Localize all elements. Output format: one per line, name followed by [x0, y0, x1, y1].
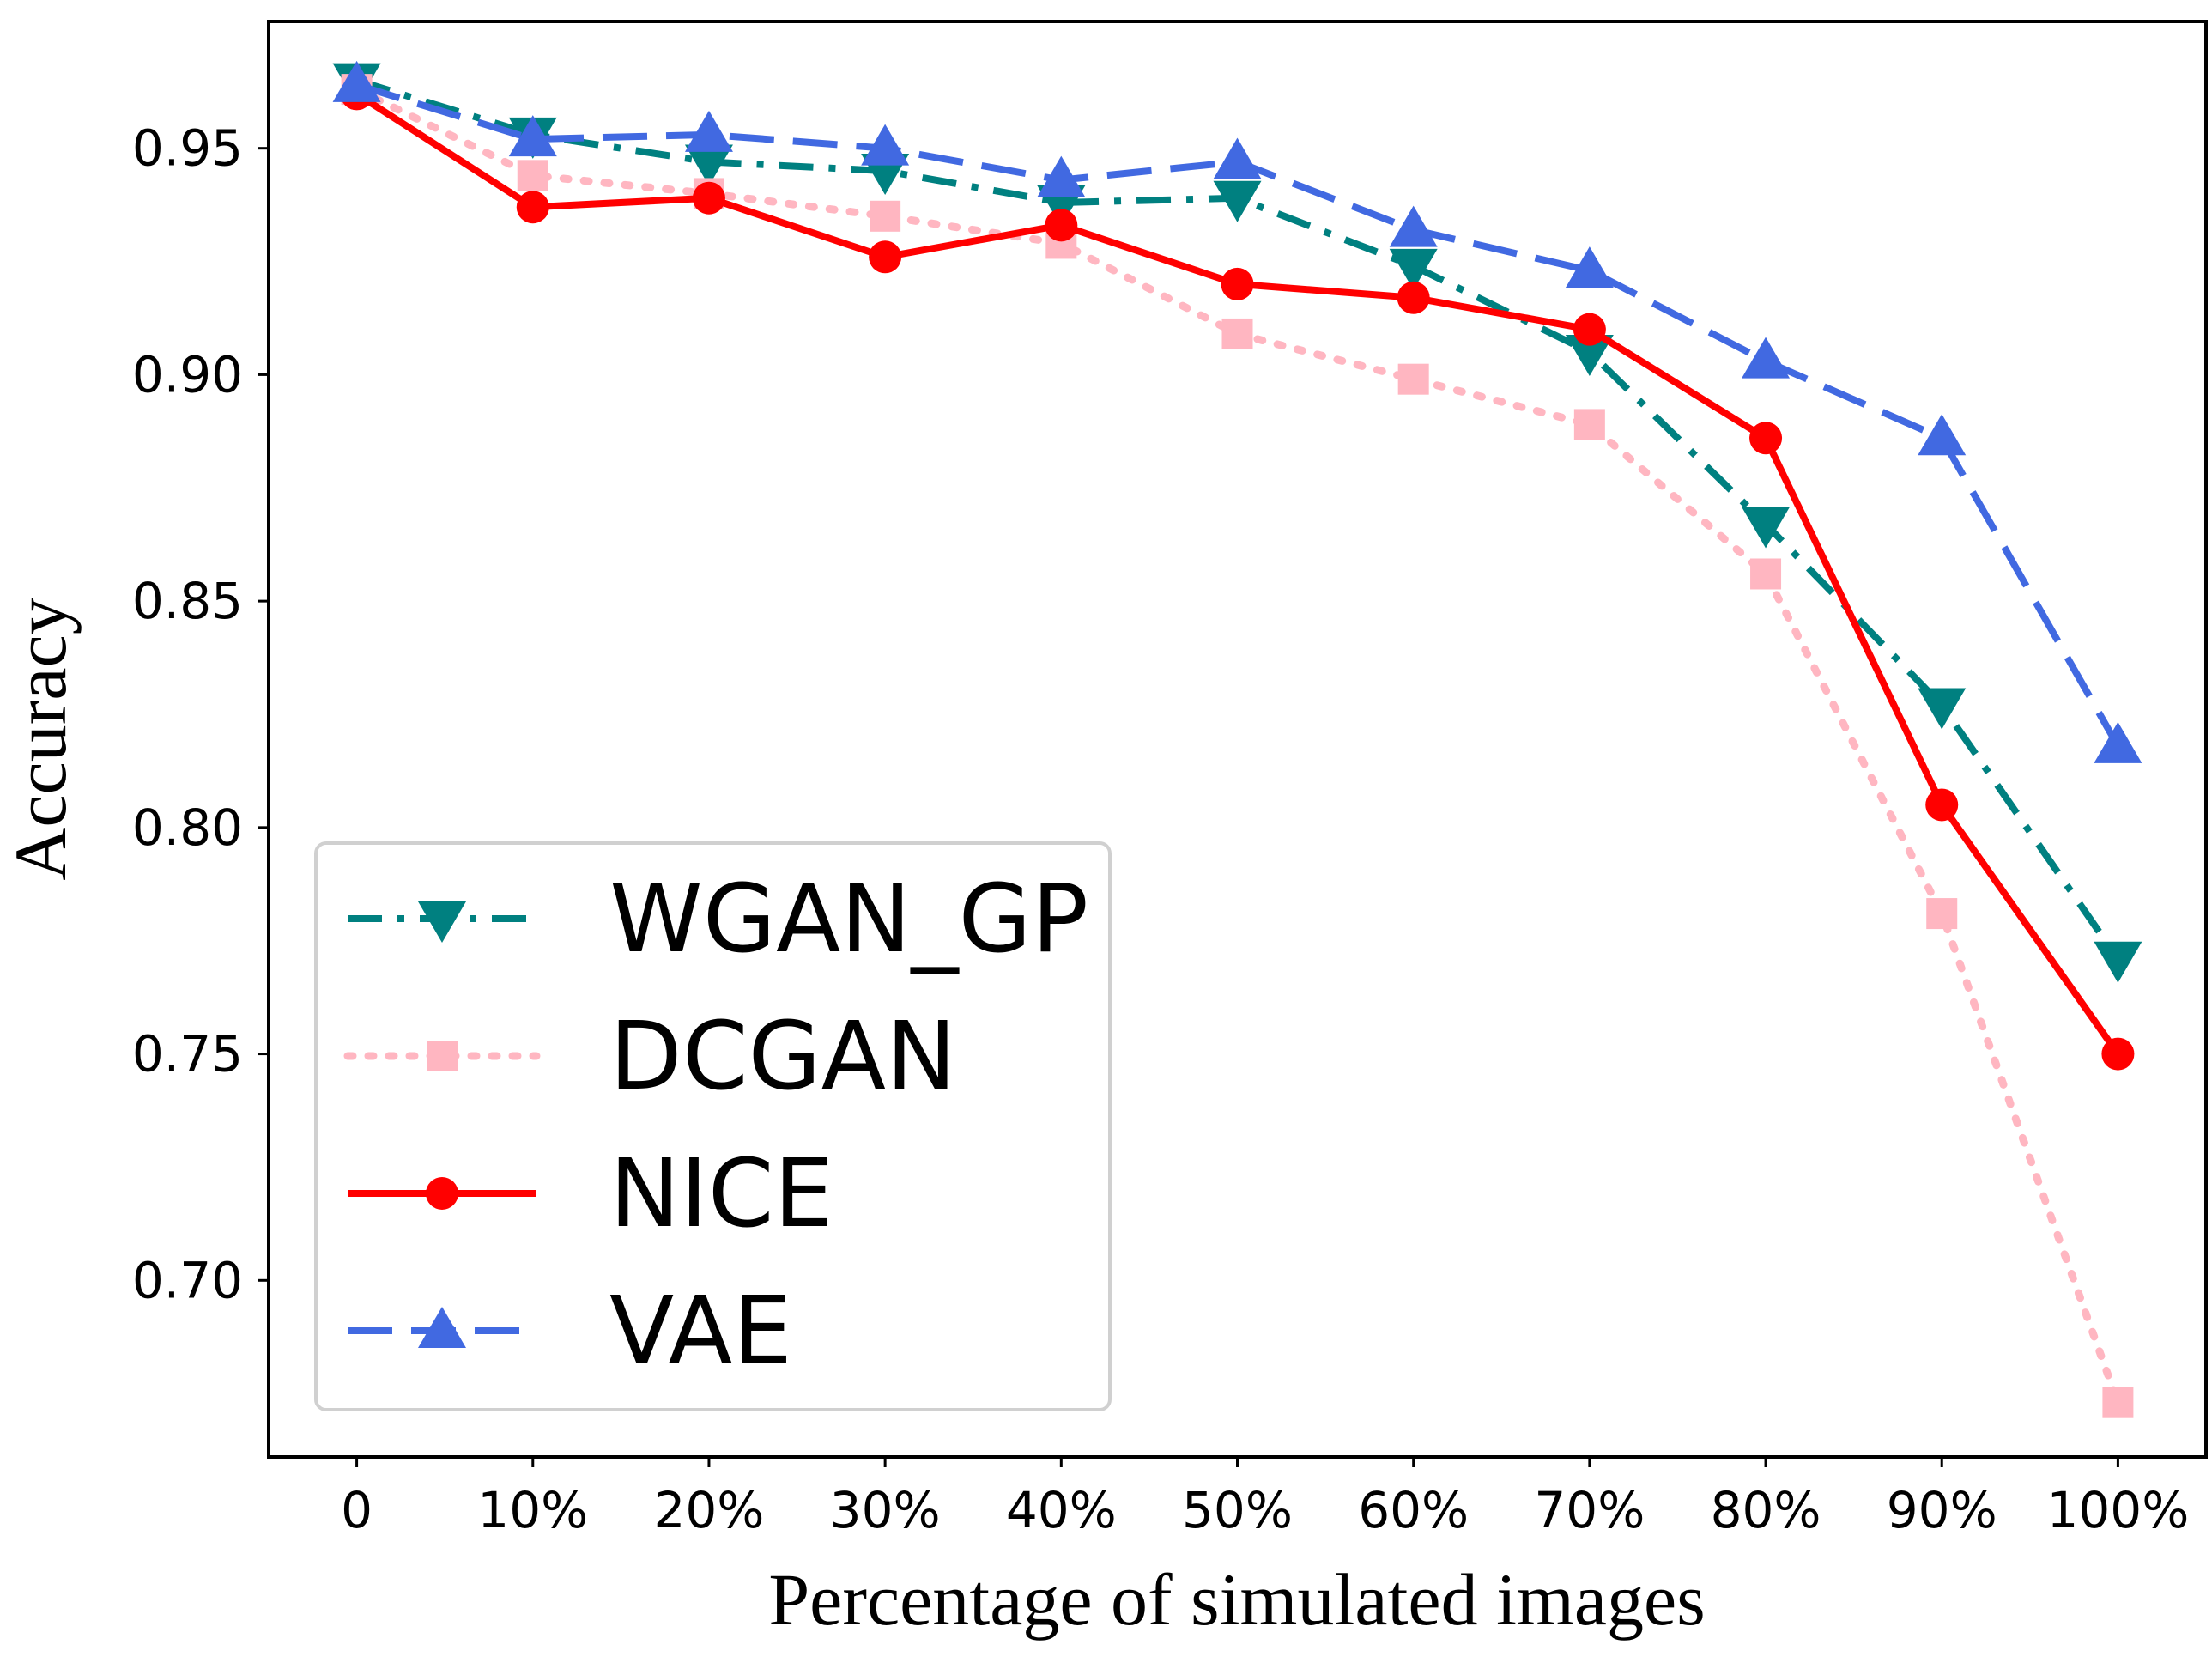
x-tick-label: 100% — [2046, 1481, 2189, 1539]
data-point-wgan-gp-2 — [684, 144, 733, 186]
legend-entry-nice: NICE — [348, 1138, 833, 1248]
y-tick-label: 0.70 — [132, 1251, 243, 1309]
data-point-nice-3 — [869, 240, 902, 274]
legend-label-wgan-gp: WGAN_GP — [609, 864, 1088, 974]
legend-marker-nice — [426, 1177, 458, 1210]
data-point-nice-4 — [1045, 209, 1078, 242]
series-vae — [332, 60, 2142, 763]
data-point-nice-10 — [2101, 1037, 2135, 1071]
data-point-nice-7 — [1573, 313, 1606, 346]
x-tick-label: 60% — [1358, 1481, 1469, 1539]
axes-layer: 0 10% 20% 30% 40% 50% 60% 70% 80% 90% 100% 0.70 0.75… — [132, 119, 2189, 1539]
legend-entries: WGAN_GP DCGAN NICE VAE — [343, 864, 1088, 1386]
y-tick-label: 0.75 — [132, 1025, 243, 1083]
data-point-vae-1 — [508, 115, 557, 157]
y-tick-label: 0.95 — [132, 119, 243, 178]
data-point-wgan-gp-9 — [1918, 688, 1967, 730]
y-tick-label: 0.90 — [132, 345, 243, 404]
x-tick-label: 90% — [1887, 1481, 1997, 1539]
data-point-dcgan-3 — [870, 200, 901, 232]
legend-label-nice: NICE — [609, 1138, 833, 1248]
y-tick-label: 0.80 — [132, 798, 243, 857]
data-point-vae-10 — [2094, 721, 2142, 763]
data-point-wgan-gp-8 — [1742, 507, 1791, 549]
data-point-dcgan-9 — [1926, 898, 1958, 930]
data-point-dcgan-10 — [2102, 1387, 2134, 1418]
data-point-vae-4 — [1037, 155, 1086, 197]
data-point-vae-6 — [1389, 205, 1438, 247]
data-point-vae-2 — [684, 110, 733, 152]
data-point-wgan-gp-10 — [2094, 941, 2142, 983]
data-point-nice-6 — [1397, 281, 1430, 314]
x-tick-label: 40% — [1006, 1481, 1117, 1539]
data-point-dcgan-1 — [517, 160, 548, 191]
data-point-vae-5 — [1213, 137, 1262, 179]
data-point-nice-2 — [692, 181, 725, 215]
x-tick-label: 30% — [830, 1481, 941, 1539]
series-layer — [332, 60, 2142, 1418]
y-axis-title: Accuracy — [0, 598, 82, 880]
legend-marker-vae — [418, 1307, 466, 1348]
legend-marker-wgan-gp — [418, 901, 466, 943]
data-point-vae-9 — [1918, 414, 1967, 456]
data-point-nice-9 — [1925, 788, 1959, 822]
data-point-nice-8 — [1749, 422, 1783, 455]
legend-label-vae: VAE — [609, 1276, 792, 1386]
legend-frame — [314, 841, 1112, 1411]
data-point-vae-8 — [1742, 337, 1791, 379]
x-tick-label: 10% — [477, 1481, 588, 1539]
x-tick-label: 50% — [1182, 1481, 1293, 1539]
legend-entry-dcgan: DCGAN — [343, 1001, 956, 1111]
x-tick-label: 20% — [653, 1481, 764, 1539]
data-point-dcgan-5 — [1221, 318, 1253, 349]
data-point-wgan-gp-7 — [1565, 335, 1614, 377]
legend-entry-vae: VAE — [348, 1276, 792, 1386]
legend: WGAN_GP DCGAN NICE VAE — [314, 841, 1112, 1411]
data-point-vae-7 — [1565, 246, 1614, 288]
data-point-nice-5 — [1221, 267, 1254, 300]
data-point-vae-0 — [332, 60, 381, 102]
data-point-vae-3 — [861, 124, 910, 166]
legend-label-dcgan: DCGAN — [609, 1001, 956, 1111]
x-tick-label: 80% — [1711, 1481, 1821, 1539]
data-point-dcgan-7 — [1573, 409, 1605, 440]
y-tick-label: 0.85 — [132, 572, 243, 630]
x-tick-label: 70% — [1534, 1481, 1645, 1539]
legend-entry-wgan-gp: WGAN_GP — [348, 864, 1088, 974]
data-point-dcgan-8 — [1750, 558, 1782, 590]
data-point-wgan-gp-6 — [1389, 248, 1438, 290]
data-point-nice-1 — [516, 191, 549, 224]
x-axis-title: Percentage of simulated images — [768, 1558, 1705, 1641]
legend-marker-dcgan — [427, 1041, 458, 1071]
data-point-wgan-gp-5 — [1213, 180, 1262, 222]
data-point-dcgan-6 — [1397, 363, 1429, 395]
x-tick-label: 0 — [341, 1481, 373, 1539]
